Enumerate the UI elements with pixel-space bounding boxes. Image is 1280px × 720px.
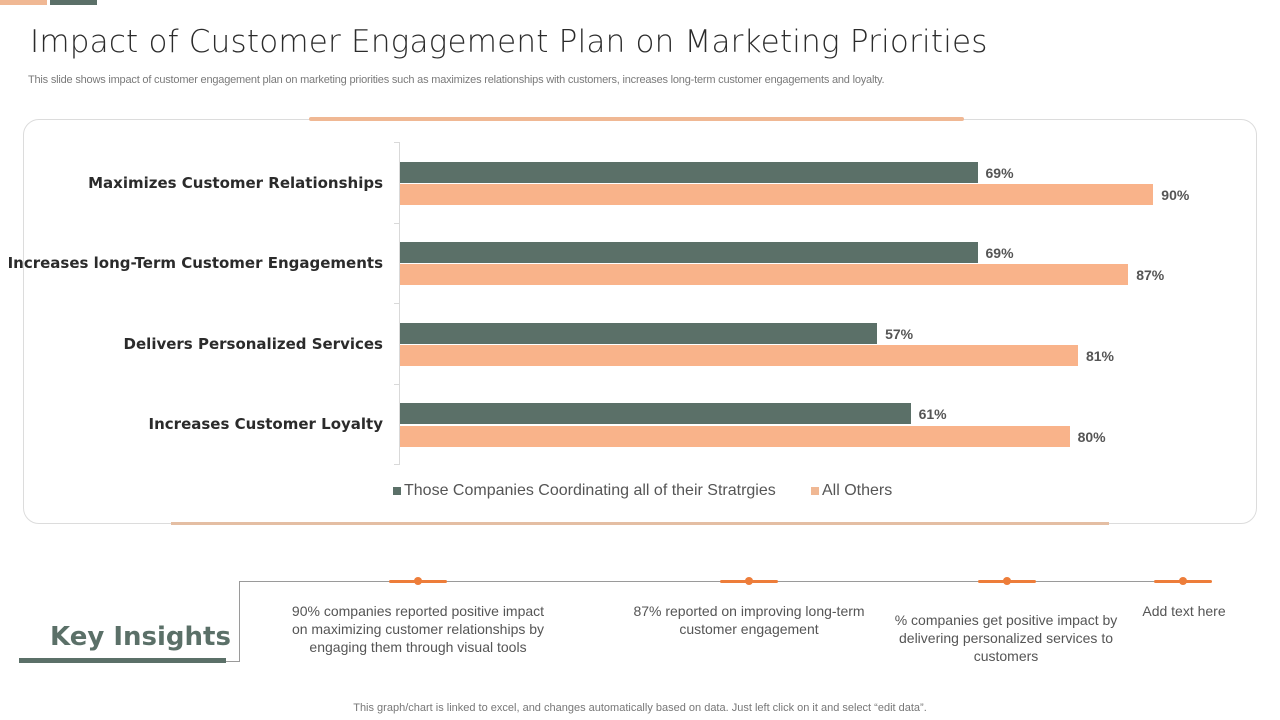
card-accent-top [309, 117, 964, 121]
value-label: 61% [918, 406, 947, 422]
bar-all-others[interactable] [400, 426, 1070, 447]
dot-icon [745, 577, 753, 585]
insight-text: % companies get positive impact by deliv… [894, 612, 1118, 664]
axis-tick [394, 303, 400, 304]
accent-bar-gray [50, 0, 97, 5]
bar-all-others[interactable] [400, 345, 1078, 366]
accent-bar-peach [0, 0, 47, 5]
axis-tick [394, 142, 400, 143]
connector-line [239, 581, 240, 662]
axis-tick [394, 223, 400, 224]
axis-tick [394, 384, 400, 385]
bar-coordinating[interactable] [400, 242, 978, 263]
category-label: Delivers Personalized Services [123, 335, 383, 353]
card-accent-bottom [171, 522, 1109, 525]
legend-label: Those Companies Coordinating all of thei… [404, 482, 776, 499]
dot-icon [414, 577, 422, 585]
bar-coordinating[interactable] [400, 162, 978, 183]
value-label: 87% [1136, 267, 1165, 283]
legend-item-coordinating[interactable]: Those Companies Coordinating all of thei… [393, 482, 776, 500]
bar-all-others[interactable] [400, 184, 1154, 205]
insight-text: 90% companies reported positive impact o… [291, 603, 545, 655]
key-insights-title: Key Insights [50, 622, 231, 652]
page-title: Impact of Customer Engagement Plan on Ma… [30, 24, 988, 60]
value-label: 69% [985, 245, 1014, 261]
legend-swatch-icon [811, 487, 819, 495]
value-label: 90% [1161, 187, 1190, 203]
insight-text: 87% reported on improving long-term cust… [633, 603, 865, 637]
category-label: Increases long-Term Customer Engagements [7, 254, 383, 272]
bar-coordinating[interactable] [400, 403, 911, 424]
legend-item-all-others[interactable]: All Others [811, 482, 892, 500]
bar-all-others[interactable] [400, 264, 1129, 285]
category-label: Maximizes Customer Relationships [88, 174, 383, 192]
bar-coordinating[interactable] [400, 323, 878, 344]
page-subtitle: This slide shows impact of customer enga… [28, 74, 885, 86]
dot-icon [1003, 577, 1011, 585]
legend-swatch-icon [393, 487, 401, 495]
dot-icon [1179, 577, 1187, 585]
value-label: 57% [885, 326, 914, 342]
connector-line [226, 661, 240, 662]
insight-text: Add text here [1142, 603, 1226, 619]
footnote: This graph/chart is linked to excel, and… [353, 702, 927, 714]
key-insights-underline [19, 658, 226, 663]
value-label: 80% [1077, 429, 1106, 445]
legend-label: All Others [822, 482, 893, 499]
value-label: 69% [985, 165, 1014, 181]
value-label: 81% [1085, 348, 1114, 364]
axis-tick [394, 464, 400, 465]
category-label: Increases Customer Loyalty [148, 415, 383, 433]
